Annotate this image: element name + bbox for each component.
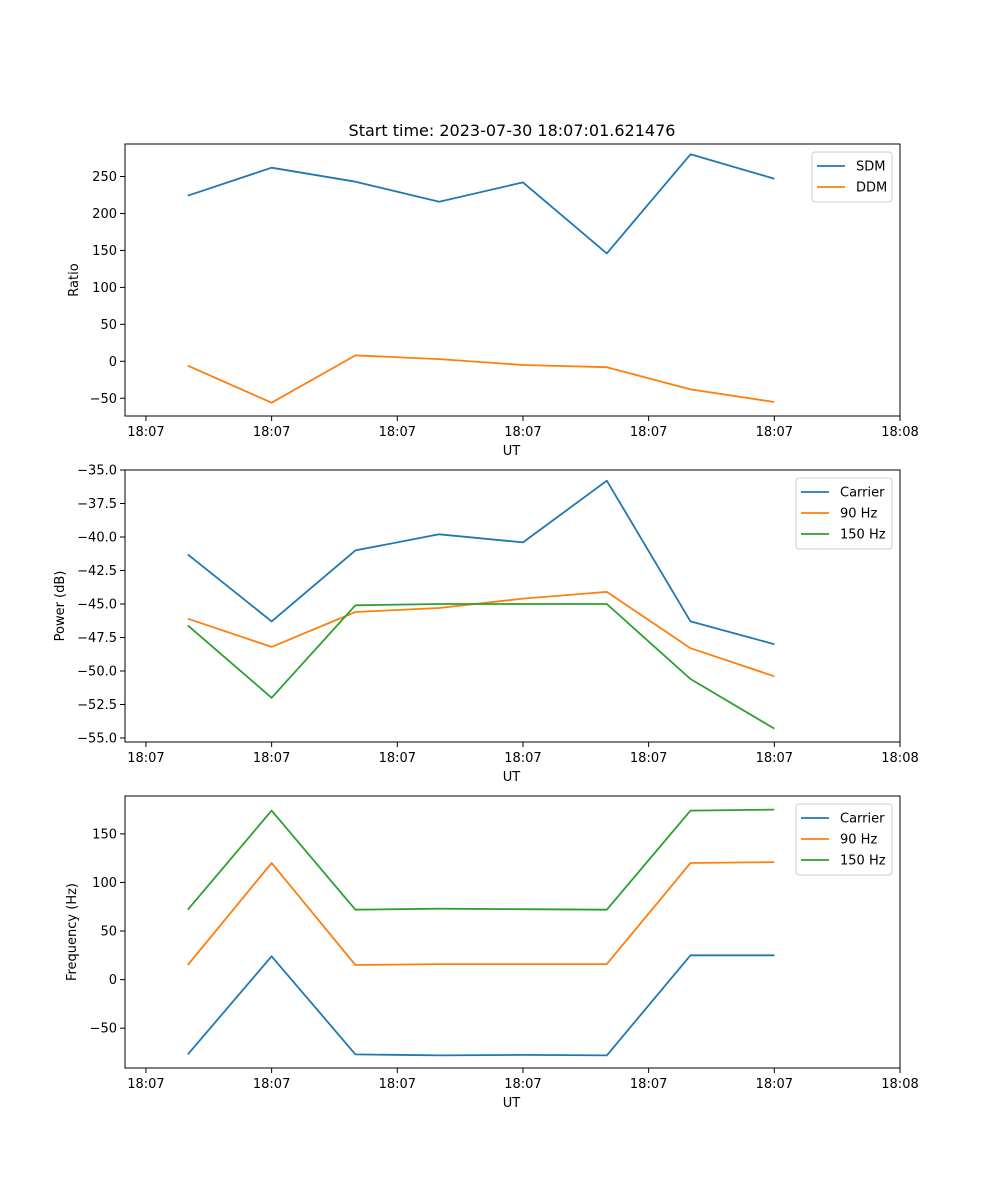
- y-tick-label: −35.0: [77, 464, 117, 479]
- x-tick-label: 18:07: [504, 1077, 541, 1092]
- y-axis-label: Ratio: [67, 263, 82, 296]
- x-tick-label: 18:07: [127, 425, 164, 440]
- x-tick-label: 18:07: [379, 751, 416, 766]
- legend-box: [811, 151, 893, 203]
- x-axis-label: UT: [503, 444, 521, 459]
- y-tick-label: 150: [92, 244, 117, 259]
- x-tick-label: 18:07: [756, 425, 793, 440]
- legend-label: DDM: [856, 181, 887, 196]
- x-tick-label: 18:07: [630, 751, 667, 766]
- x-axis-label: UT: [503, 1096, 521, 1111]
- chart-panel-3: 18:07 18:07 18:07 18:07 18:07 18:07 18:08 −50 0 5…: [65, 795, 919, 1111]
- legend-label: Carrier: [840, 486, 885, 501]
- y-tick-label: −40.0: [77, 530, 117, 545]
- y-tick-label: 0: [109, 973, 117, 988]
- y-tick-label: −47.5: [77, 631, 117, 646]
- y-axis-label: Power (dB): [53, 571, 68, 642]
- axes-frame: [124, 795, 901, 1069]
- legend-label: 90 Hz: [840, 507, 877, 522]
- series-line-150-hz: [187, 603, 775, 730]
- legend-label: 90 Hz: [840, 833, 877, 848]
- y-tick-label: 100: [92, 876, 117, 891]
- x-tick-label: 18:07: [253, 751, 290, 766]
- chart-panel-2: 18:07 18:07 18:07 18:07 18:07 18:07 18:08 −55.0…: [53, 464, 919, 786]
- x-tick-label: 18:07: [379, 1077, 416, 1092]
- legend-box: [795, 803, 893, 876]
- x-tick-label: 18:08: [881, 751, 918, 766]
- y-tick-label: 250: [92, 170, 117, 185]
- x-tick-label: 18:07: [127, 751, 164, 766]
- chart-panel-1: 18:07 18:07 18:07 18:07 18:07 18:07 18:08 −50 0 5…: [67, 143, 919, 459]
- x-tick-label: 18:07: [630, 425, 667, 440]
- legend: Carrier 90 Hz 150 Hz: [795, 803, 893, 876]
- series-line-carrier: [187, 479, 775, 646]
- legend-box: [795, 477, 893, 550]
- series-line-90-hz: [187, 861, 775, 966]
- figure-title: Start time: 2023-07-30 18:07:01.621476: [349, 121, 676, 140]
- y-tick-label: −45.0: [77, 597, 117, 612]
- x-tick-label: 18:07: [504, 751, 541, 766]
- x-tick-label: 18:07: [756, 751, 793, 766]
- legend-label: 150 Hz: [840, 528, 886, 543]
- x-tick-label: 18:08: [881, 425, 918, 440]
- legend-label: 150 Hz: [840, 854, 886, 869]
- x-tick-label: 18:08: [881, 1077, 918, 1092]
- y-tick-label: 200: [92, 207, 117, 222]
- axes-frame: [124, 143, 901, 417]
- y-tick-label: −55.0: [77, 731, 117, 746]
- x-tick-label: 18:07: [756, 1077, 793, 1092]
- x-axis-label: UT: [503, 770, 521, 785]
- series-line-carrier: [187, 954, 775, 1057]
- legend-label: SDM: [856, 160, 885, 175]
- y-tick-label: 150: [92, 827, 117, 842]
- x-tick-label: 18:07: [253, 425, 290, 440]
- legend: Carrier 90 Hz 150 Hz: [795, 477, 893, 550]
- legend-label: Carrier: [840, 812, 885, 827]
- y-tick-label: −42.5: [77, 564, 117, 579]
- legend: SDM DDM: [811, 151, 893, 203]
- y-tick-label: 50: [100, 318, 117, 333]
- y-tick-label: 100: [92, 281, 117, 296]
- x-tick-label: 18:07: [504, 425, 541, 440]
- y-tick-label: −50: [90, 392, 117, 407]
- y-axis-label: Frequency (Hz): [65, 883, 80, 981]
- y-tick-label: −50: [90, 1022, 117, 1037]
- x-tick-label: 18:07: [253, 1077, 290, 1092]
- x-tick-label: 18:07: [127, 1077, 164, 1092]
- y-tick-label: 0: [109, 355, 117, 370]
- y-tick-label: −37.5: [77, 497, 117, 512]
- y-tick-label: −50.0: [77, 664, 117, 679]
- panels: 18:07 18:07 18:07 18:07 18:07 18:07 18:08 −50 0 5…: [53, 143, 919, 1111]
- x-tick-label: 18:07: [379, 425, 416, 440]
- series-line-150-hz: [187, 808, 775, 911]
- x-tick-label: 18:07: [630, 1077, 667, 1092]
- series-line-ddm: [187, 354, 775, 404]
- axes-frame: [124, 469, 901, 743]
- y-tick-label: 50: [100, 925, 117, 940]
- y-tick-label: −52.5: [77, 698, 117, 713]
- series-line-sdm: [187, 153, 775, 255]
